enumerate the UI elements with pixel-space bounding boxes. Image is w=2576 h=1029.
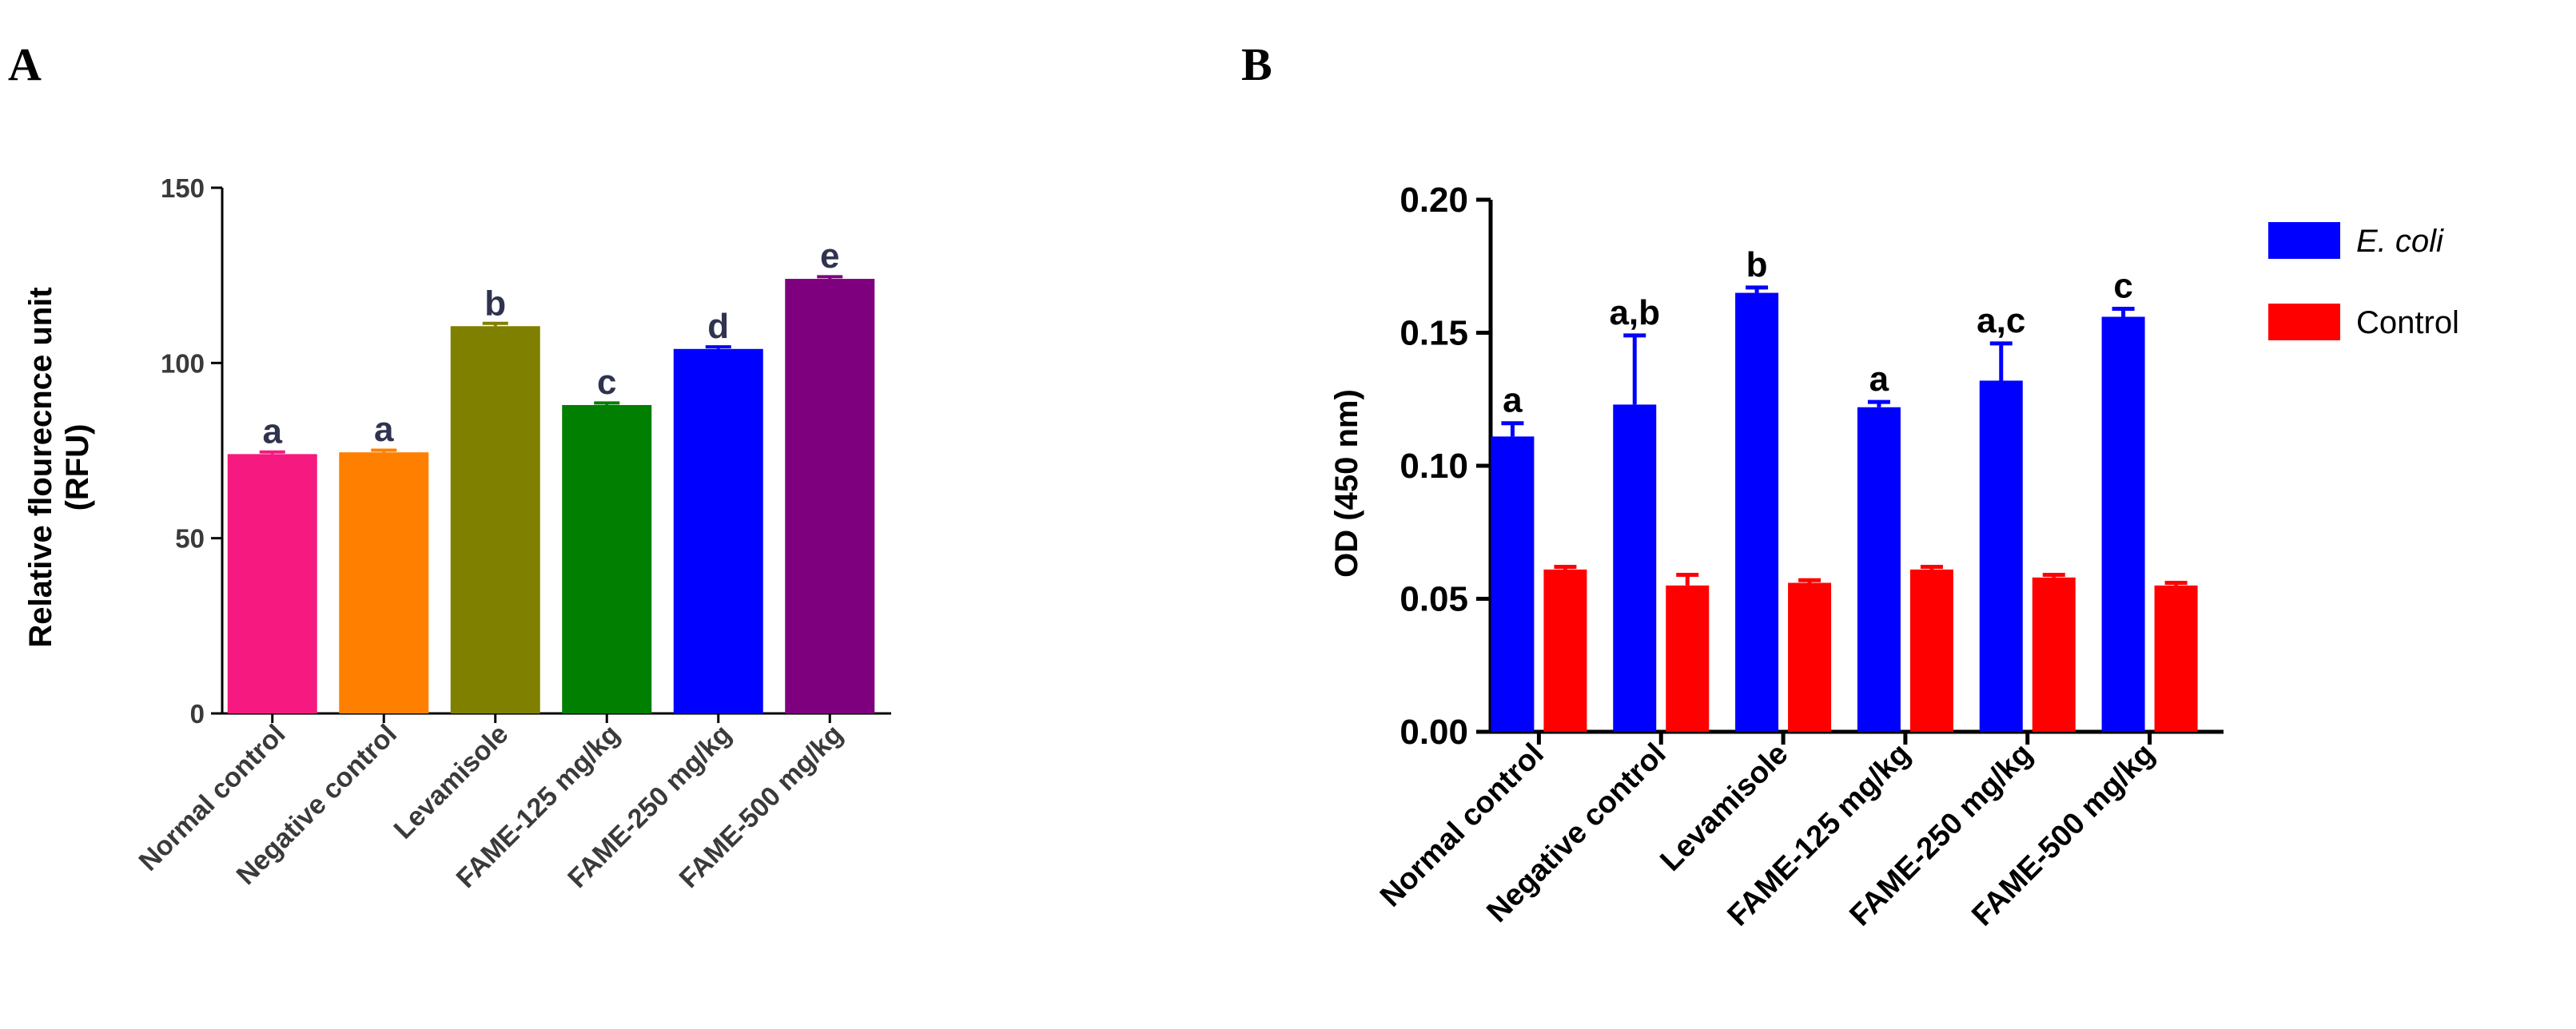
panel-a-significance-label: d bbox=[707, 307, 729, 346]
panel-b-significance-label: b bbox=[1746, 245, 1768, 284]
panel-a-y-label-line2: (RFU) bbox=[60, 424, 95, 511]
panel-b-bar-ecoli bbox=[2101, 316, 2145, 732]
panel-a-y-label-line1: Relative flourecnce unit bbox=[23, 287, 58, 647]
panel-b-bar-control bbox=[1788, 582, 1832, 732]
panel-b-significance-label: a,c bbox=[1977, 301, 2025, 340]
panel-b-y-tick-label: 0.00 bbox=[1399, 713, 1468, 752]
panel-a-significance-label: e bbox=[820, 236, 839, 276]
panel-b-bar-control bbox=[2032, 577, 2076, 732]
panel-a-category-label: Levamisole bbox=[388, 719, 515, 845]
panel-a-significance-label: c bbox=[597, 363, 616, 402]
panel-b-y-tick-label: 0.20 bbox=[1399, 181, 1468, 220]
panel-b-bar-control bbox=[1543, 569, 1587, 732]
panel-b-bar-ecoli bbox=[1979, 380, 2023, 732]
panel-b-bar-ecoli bbox=[1735, 292, 1779, 732]
legend-swatch-control bbox=[2268, 304, 2340, 340]
panel-b-axes: 0.00 0.05 0.10 0.15 0.20 bbox=[1399, 181, 2224, 752]
panel-a-significance-label: b bbox=[484, 284, 506, 323]
panel-a: A Relative flourecnce unit (RFU) 0 50 100 1… bbox=[8, 38, 891, 894]
panel-a-bar bbox=[339, 452, 429, 713]
panel-a-significance-label: a bbox=[374, 410, 394, 449]
panel-a-axes: 0 50 100 150 bbox=[161, 173, 891, 729]
panel-b-y-axis-label: OD (450 nm) bbox=[1329, 389, 1364, 578]
panel-b-significance-label: a bbox=[1503, 381, 1523, 420]
panel-b: B OD (450 nm) 0.000.050.100.150.20 aNorm… bbox=[1241, 38, 2459, 932]
panel-a-bars bbox=[227, 275, 875, 713]
panel-a-bar bbox=[227, 454, 317, 713]
panel-b-significance-label: a,b bbox=[1609, 293, 1660, 332]
panel-b-bar-ecoli bbox=[1857, 407, 1901, 732]
panel-b-bar-ecoli bbox=[1491, 436, 1535, 732]
panel-b-bars bbox=[1491, 285, 2198, 732]
panel-a-y-axis-label: Relative flourecnce unit (RFU) bbox=[23, 287, 95, 647]
legend-swatch-ecoli bbox=[2268, 222, 2340, 259]
panel-a-label: A bbox=[8, 38, 42, 90]
panel-a-bar bbox=[785, 279, 875, 713]
panel-b-y-tick-label: 0.15 bbox=[1399, 314, 1468, 353]
panel-a-y-tick-label: 100 bbox=[161, 348, 205, 378]
panel-a-significance-label: a bbox=[263, 411, 283, 451]
panel-b-y-tick-label: 0.05 bbox=[1399, 580, 1468, 619]
panel-b-legend: E. coli Control bbox=[2268, 222, 2459, 340]
legend-label-ecoli: E. coli bbox=[2356, 224, 2444, 259]
panel-a-bar bbox=[673, 348, 763, 713]
panel-a-bar bbox=[562, 404, 652, 713]
legend-label-control: Control bbox=[2356, 305, 2459, 340]
panel-b-y-tick-label: 0.10 bbox=[1399, 447, 1468, 486]
panel-a-bar bbox=[450, 326, 540, 713]
panel-b-bar-control bbox=[1666, 585, 1710, 732]
panel-a-y-tick-label: 50 bbox=[175, 524, 205, 554]
panel-b-bar-ecoli bbox=[1613, 404, 1657, 732]
panel-b-bar-control bbox=[2154, 585, 2198, 732]
panel-a-y-tick-label: 0 bbox=[190, 699, 205, 729]
panel-b-significance-label: c bbox=[2113, 267, 2132, 306]
panel-b-bar-control bbox=[1909, 569, 1953, 732]
panel-b-significance-label: a bbox=[1869, 360, 1889, 399]
panel-b-label: B bbox=[1241, 38, 1272, 90]
panel-a-y-tick-label: 150 bbox=[161, 173, 205, 203]
